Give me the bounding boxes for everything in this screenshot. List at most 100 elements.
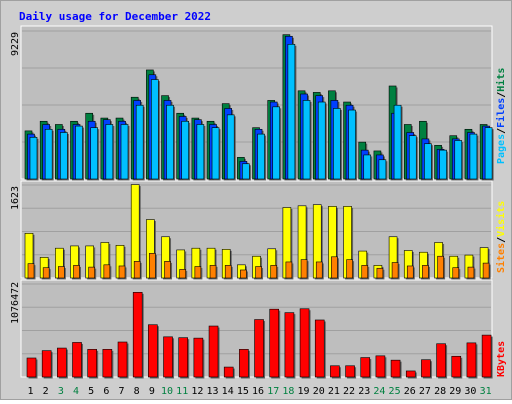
day-label: 19 [298,386,310,397]
day-label: 28 [434,386,446,397]
kbytes-bar [72,342,82,378]
pages-bar [348,109,356,180]
kbytes-bar [254,319,264,378]
day-labels: 1 2 3 4 5 6 7 8 9 10 11 12 13 14 15 16 17 18 19 20 21 22 23 24 2… [27,386,491,397]
kbytes-bar [102,349,113,378]
sites-bar [361,265,369,279]
kbytes-bar [405,370,416,378]
pages-bar [181,120,189,180]
bottom-legend: KBytes [496,341,507,377]
pages-bar [439,149,447,180]
sites-bar [133,261,141,279]
bottom-ymax-label: 1076472 [10,282,21,324]
legend-files: Files [495,98,507,128]
kbytes-bar [239,349,249,378]
day-label: 5 [88,386,94,397]
kbytes-bar [41,350,52,378]
sites-bar [118,265,126,279]
chart-title: Daily usage for December 2022 [19,10,211,23]
day-label: 27 [419,386,431,397]
pages-bar [484,127,493,180]
day-label: 6 [103,386,109,397]
pages-bar [120,124,129,180]
sites-bar [149,253,156,279]
pages-bar [90,127,98,180]
sites-bar [437,255,444,279]
day-label: 10 [161,386,173,397]
legend-visits: Visits [495,201,507,237]
day-label: 17 [267,386,279,397]
kbytes-bar [345,365,355,378]
sites-bar [209,265,217,279]
sites-bar [194,266,202,279]
sites-bar [285,261,293,279]
day-label: 11 [176,386,188,397]
day-label: 18 [282,386,294,397]
sites-bar [376,267,384,279]
kbytes-bar [208,325,219,378]
sites-bar [346,259,353,279]
pages-bar [226,114,235,180]
sites-bar [240,269,247,279]
pages-bar [378,159,387,180]
pages-bar [469,133,478,180]
pages-bar [333,108,341,180]
legend-pages: Pages [496,134,507,164]
legend-sites: Sites [495,243,507,273]
legend-text: Sites/Visits [495,201,507,273]
kbytes-bar [26,357,37,378]
pages-bar [29,137,38,180]
sites-bar [391,262,399,279]
sites-bar [331,256,338,279]
kbytes-bar [330,365,340,378]
kbytes-bar [360,357,371,378]
bars [24,34,494,379]
sites-bar [482,262,490,279]
sites-bar [58,266,65,279]
day-label: 13 [207,386,219,397]
top-legend: Pages/Files/Hits [495,68,507,164]
pages-bar [393,104,402,180]
sites-bar [452,267,460,279]
kbytes-bar [269,308,280,378]
day-label: 25 [389,386,401,397]
pages-bar [257,133,265,180]
legend-text: KBytes [496,341,507,377]
kbytes-bar [451,355,462,378]
legend-kbytes: KBytes [496,341,507,377]
day-label: 23 [358,386,370,397]
sites-bar [164,261,171,279]
day-label: 22 [343,386,355,397]
pages-bar [363,154,372,180]
day-label: 3 [58,386,64,397]
sites-bar [315,261,323,279]
day-label: 24 [373,386,385,397]
pages-bar [105,124,114,180]
kbytes-bar [314,319,325,378]
day-label: 12 [191,386,203,397]
kbytes-bar [390,359,401,378]
day-label: 21 [328,386,340,397]
sites-bar [224,265,232,279]
pages-bar [166,104,174,180]
sites-bar [255,266,262,279]
day-label: 14 [222,386,234,397]
day-label: 16 [252,386,264,397]
day-label: 29 [449,386,461,397]
legend-separator: / [496,92,507,98]
day-label: 2 [43,386,49,397]
pages-bar [44,128,53,180]
pages-bar [408,135,417,180]
kbytes-bar [193,337,204,378]
sites-bar [27,263,35,279]
sites-bar [300,259,308,279]
sites-bar [179,269,186,279]
sites-bar [422,265,429,279]
day-label: 31 [480,386,492,397]
day-label: 20 [313,386,325,397]
kbytes-bar [421,359,431,378]
kbytes-bar [178,337,188,378]
pages-bar [242,163,250,180]
